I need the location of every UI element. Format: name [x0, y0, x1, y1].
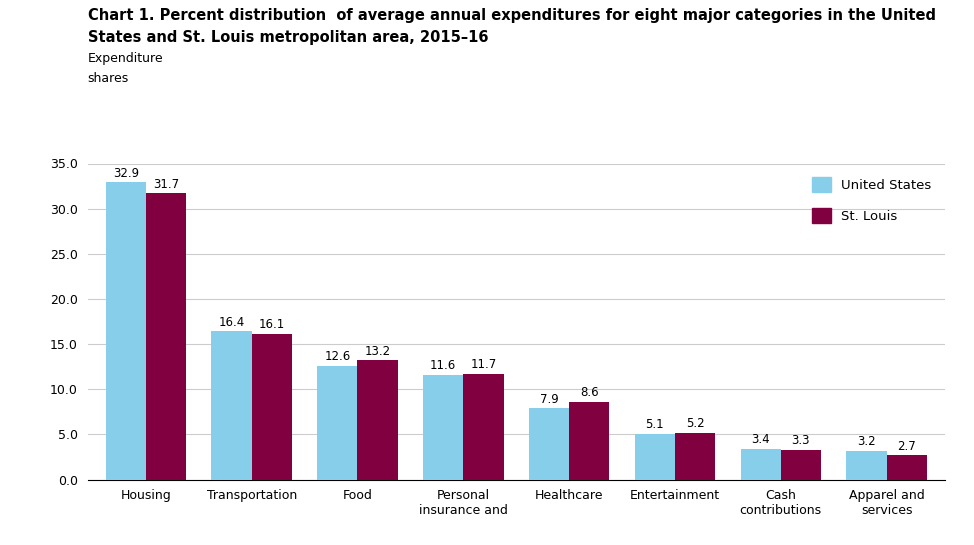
- Text: Chart 1. Percent distribution  of average annual expenditures for eight major ca: Chart 1. Percent distribution of average…: [88, 8, 936, 23]
- Bar: [423, 375, 464, 480]
- Text: 32.9: 32.9: [113, 167, 139, 180]
- Legend: United States, St. Louis: United States, St. Louis: [805, 170, 938, 229]
- Bar: [211, 331, 251, 480]
- Bar: [146, 193, 186, 480]
- Text: 7.9: 7.9: [540, 392, 558, 405]
- Bar: [635, 433, 675, 480]
- Bar: [886, 455, 927, 480]
- Bar: [569, 402, 610, 480]
- Text: Expenditure: Expenditure: [88, 52, 164, 65]
- Text: 2.7: 2.7: [897, 439, 917, 452]
- Text: shares: shares: [88, 72, 129, 85]
- Text: 3.3: 3.3: [792, 434, 810, 447]
- Text: 5.1: 5.1: [646, 418, 664, 431]
- Text: 3.4: 3.4: [751, 433, 770, 446]
- Bar: [105, 183, 146, 480]
- Text: 3.2: 3.2: [857, 435, 876, 448]
- Bar: [318, 366, 357, 480]
- Text: 31.7: 31.7: [153, 178, 179, 191]
- Text: 8.6: 8.6: [580, 386, 599, 399]
- Text: 5.2: 5.2: [686, 417, 704, 430]
- Text: 16.4: 16.4: [218, 316, 244, 329]
- Text: 13.2: 13.2: [364, 344, 391, 358]
- Text: States and St. Louis metropolitan area, 2015–16: States and St. Louis metropolitan area, …: [88, 30, 488, 45]
- Bar: [357, 360, 397, 480]
- Text: 11.6: 11.6: [431, 359, 457, 372]
- Text: 11.7: 11.7: [470, 358, 497, 371]
- Bar: [675, 433, 715, 480]
- Bar: [846, 451, 886, 480]
- Text: 16.1: 16.1: [259, 318, 285, 331]
- Bar: [529, 408, 569, 480]
- Bar: [781, 450, 821, 480]
- Bar: [251, 334, 292, 480]
- Text: 12.6: 12.6: [324, 350, 351, 363]
- Bar: [740, 449, 781, 480]
- Bar: [464, 374, 504, 480]
